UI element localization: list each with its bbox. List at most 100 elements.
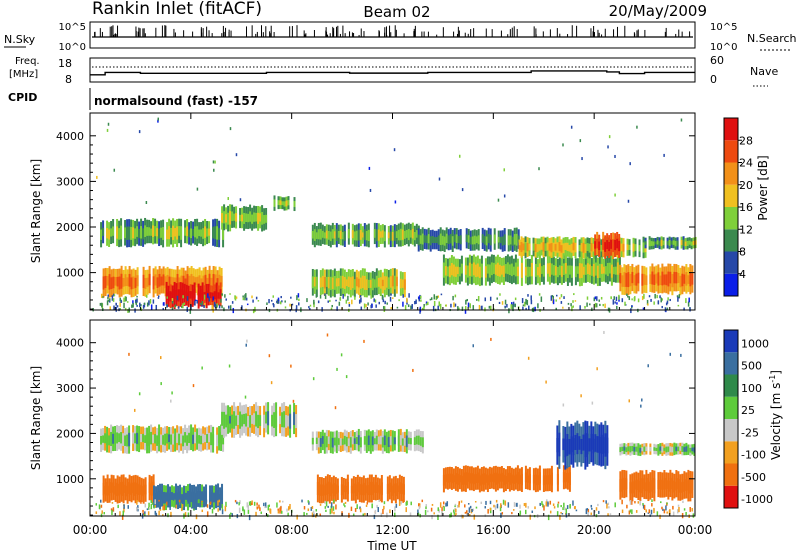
speckle-cell	[672, 505, 674, 510]
echo-core-cell	[398, 482, 401, 494]
echo-core-cell	[395, 231, 398, 238]
speckle-cell	[228, 364, 231, 368]
speckle-cell	[348, 304, 351, 307]
echo-core-cell	[166, 229, 169, 240]
echo-core-cell	[562, 243, 565, 254]
echo-core-cell	[556, 473, 559, 485]
echo-core-cell	[377, 436, 380, 445]
speckle-cell	[345, 299, 348, 304]
speckle-cell	[211, 508, 214, 514]
speckle-cell	[319, 503, 322, 506]
echo-core-cell	[686, 241, 689, 247]
velocity-scale-swatch	[724, 419, 738, 442]
echo-core-cell	[508, 472, 511, 485]
speckle-cell	[678, 506, 680, 513]
echo-core-cell	[223, 211, 226, 224]
echo-core-cell	[251, 214, 254, 224]
speckle-cell	[373, 298, 375, 302]
echo-core-cell	[171, 292, 174, 301]
echo-core-cell	[189, 291, 192, 299]
power-scale-label: 20	[739, 179, 753, 192]
echo-core-cell	[168, 226, 171, 240]
echo-core-cell	[635, 273, 638, 286]
echo-core-cell	[586, 433, 589, 455]
echo-core-cell	[321, 230, 324, 238]
echo-core-cell	[466, 265, 469, 278]
speckle-cell	[374, 299, 377, 303]
speckle-cell	[289, 503, 291, 510]
speckle-cell	[155, 512, 157, 517]
speckle-cell	[598, 510, 600, 514]
echo-core-cell	[273, 412, 276, 429]
speckle-cell	[119, 302, 121, 307]
echo-core-cell	[173, 493, 176, 501]
range-tick-label: 2000	[56, 427, 84, 440]
speckle-cell	[287, 512, 289, 516]
echo-core-cell	[637, 446, 640, 453]
echo-core-cell	[367, 279, 370, 289]
speckle-cell	[181, 305, 183, 309]
power-echoes	[100, 195, 697, 310]
speckle-cell	[602, 500, 605, 503]
speckle-cell	[471, 508, 473, 513]
speckle-cell	[618, 294, 620, 300]
time-tick-label: 16:00	[476, 523, 511, 537]
speckle-cell	[531, 510, 534, 514]
echo-core-cell	[580, 243, 583, 252]
speckle-cell	[663, 509, 666, 514]
speckle-cell	[650, 509, 653, 515]
echo-core-cell	[568, 438, 571, 455]
speckle-cell	[178, 500, 181, 505]
echo-core-cell	[229, 415, 232, 424]
echo-core-cell	[329, 437, 332, 447]
echo-core-cell	[325, 436, 328, 448]
echo-core-cell	[249, 415, 252, 428]
speckle-cell	[412, 368, 414, 372]
echo-core-cell	[500, 472, 503, 482]
echo-core-cell	[383, 435, 386, 446]
speckle-cell	[648, 295, 651, 298]
echo-core-cell	[511, 236, 514, 246]
echo-core-cell	[345, 436, 348, 447]
speckle-cell	[421, 307, 424, 311]
speckle-cell	[206, 511, 209, 517]
echo-core-cell	[202, 275, 205, 286]
echo-core-cell	[185, 492, 188, 500]
speckle-cell	[166, 304, 169, 308]
speckle-cell	[683, 508, 686, 511]
echo-core-cell	[257, 414, 260, 429]
speckle-cell	[529, 514, 532, 520]
speckle-cell	[119, 307, 121, 311]
echo-core-cell	[616, 238, 619, 249]
echo-core-cell	[694, 240, 697, 245]
echo-core-cell	[681, 273, 684, 287]
echo-core-cell	[670, 240, 673, 245]
speckle-cell	[659, 295, 661, 299]
speckle-cell	[296, 295, 298, 301]
nave-tick-low: 0	[710, 73, 717, 86]
echo-core-cell	[477, 235, 480, 245]
echo-core-cell	[108, 274, 111, 290]
speckle-cell	[614, 193, 616, 197]
speckle-cell	[591, 307, 593, 311]
echo-core-cell	[142, 274, 145, 289]
echo-core-cell	[158, 228, 161, 239]
echo-core-cell	[621, 477, 624, 490]
speckle-cell	[493, 504, 495, 508]
echo-core-cell	[169, 493, 172, 501]
speckle-cell	[513, 502, 516, 507]
speckle-cell	[365, 504, 368, 507]
echo-core-cell	[351, 436, 354, 445]
echo-core-cell	[679, 446, 682, 451]
speckle-cell	[217, 508, 219, 512]
speckle-cell	[511, 512, 513, 515]
speckle-cell	[660, 297, 662, 303]
echo-core-cell	[582, 266, 585, 275]
echo-core-cell	[566, 242, 569, 252]
speckle-cell	[454, 508, 456, 513]
echo-core-cell	[196, 226, 199, 239]
echo-core-cell	[460, 263, 463, 274]
echo-core-cell	[204, 274, 207, 287]
speckle-cell	[604, 303, 606, 308]
speckle-cell	[277, 297, 280, 301]
